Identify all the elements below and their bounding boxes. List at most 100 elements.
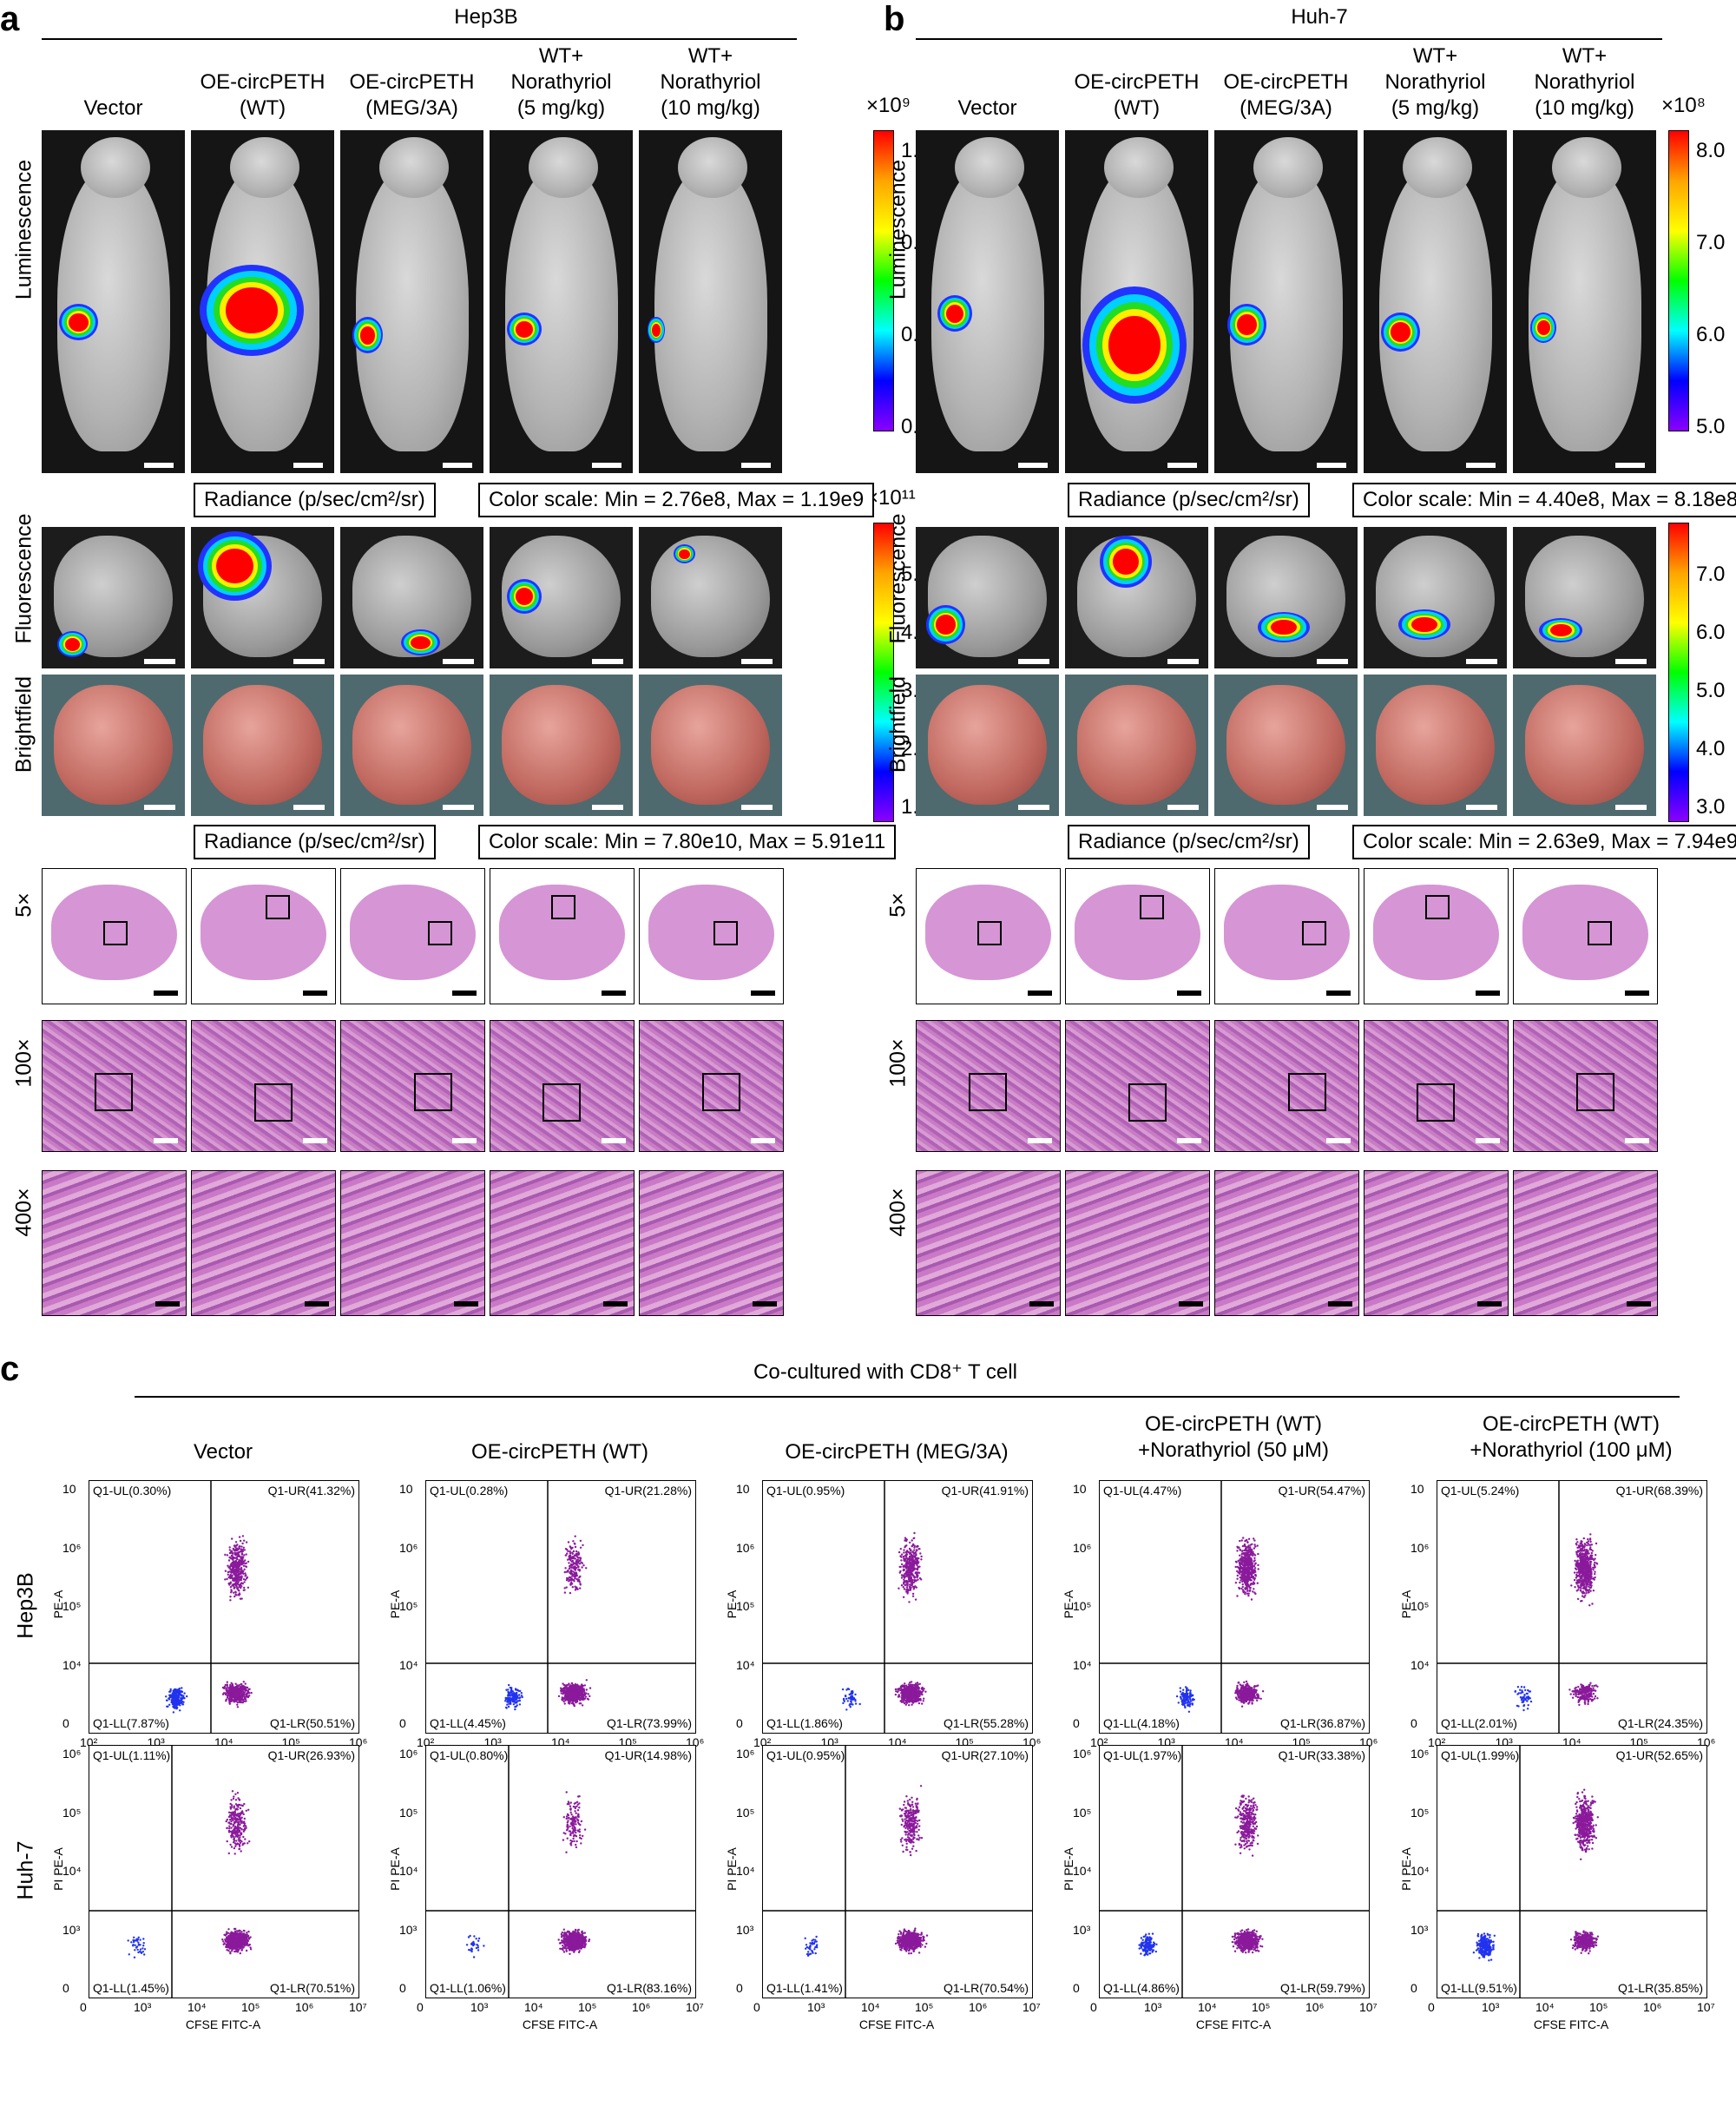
panel-c-ylabel-r1-1: PI PE-A	[388, 1847, 402, 1891]
panel-c-xlabel-r1-0: CFSE FITC-A	[185, 2017, 261, 2031]
panel_b-brightfield-image-4	[1513, 675, 1656, 816]
panel-c-cluster-lr-r1-0	[221, 1927, 253, 1955]
panel-c-flow-plot-r1-2: Q1-UL(0.95%) Q1-UR(27.10%) Q1-LL(1.41%) Q1-…	[762, 1745, 1033, 1998]
panel-c-flow-plot-r1-3: Q1-UL(1.97%) Q1-UR(33.38%) Q1-LL(4.86%) Q1-…	[1099, 1745, 1370, 1998]
panel-c-ytick-r1-0-0: 0	[62, 1981, 69, 1995]
panel_b-luminescence-image-2	[1214, 130, 1358, 473]
panel-c-quadrant-ul-r1-1: Q1-UL(0.80%)	[430, 1748, 509, 1762]
panel-c-ytick-r0-4-1: 10⁴	[1410, 1657, 1430, 1672]
panel_b-fluor-colorbar-tick-0: 7.0	[1696, 563, 1726, 586]
panel-c-cluster-ll-r0-4	[1514, 1686, 1533, 1712]
panel_b-condition-3-line-2: (5 mg/kg)	[1391, 96, 1480, 120]
panel_a-mouse-body-2	[356, 165, 469, 451]
panel_b-he5x-roi-0	[977, 921, 1002, 945]
panel-c-flow-plot-r1-4: Q1-UL(1.99%) Q1-UR(52.65%) Q1-LL(9.51%) Q1-…	[1437, 1745, 1707, 1998]
panel_b-brightfield-image-2	[1214, 675, 1358, 816]
panel-c-header: Co-cultured with CD8⁺ T cell	[753, 1360, 1017, 1384]
panel_b-condition-2-line-0: OE-circPETH	[1223, 70, 1349, 94]
panel_a-liver-gray-4	[651, 536, 770, 657]
panel_a-brightfield-image-1	[191, 675, 334, 816]
panel-c-quadrant-ll-r0-2: Q1-LL(1.86%)	[766, 1716, 843, 1730]
panel_b-mouse-head-3	[1403, 137, 1472, 198]
panel_a-fluor-scale-box: Color scale: Min = 7.80e10, Max = 5.91e1…	[478, 825, 897, 859]
panel-c-quadrant-lr-r1-2: Q1-LR(70.54%)	[943, 1981, 1029, 1995]
panel_b-he5x-roi-4	[1588, 921, 1612, 945]
panel-c-condition-3-line-1: +Norathyriol (50 μM)	[1138, 1438, 1329, 1462]
panel-c-ylabel-r0-1: PE-A	[388, 1590, 402, 1619]
panel-c-cluster-ur-r0-0	[224, 1535, 250, 1602]
panel_b-luminescence-image-4	[1513, 130, 1656, 473]
panel_a-lum-scalebar-0	[144, 463, 174, 468]
panel_b-fluorescence-image-3	[1364, 527, 1507, 668]
panel-c-xtick-r1-3-1: 10³	[1144, 2000, 1162, 2014]
panel_a-he5x-image-4	[639, 868, 784, 1004]
panel-c-ylabel-r0-4: PE-A	[1399, 1590, 1413, 1619]
panel_b-lum-colorbar	[1668, 130, 1689, 431]
panel-c-cluster-ur-r0-4	[1570, 1533, 1599, 1607]
panel-c-xtick-r1-2-1: 10³	[807, 2000, 825, 2014]
panel_a-he400x-scalebar-2	[454, 1301, 478, 1307]
panel-c-ytick-r0-0-2: 10⁵	[62, 1599, 82, 1613]
panel_a-he5x-tissue-4	[648, 885, 774, 980]
panel_a-luminescence-image-4	[639, 130, 782, 473]
panel_b-he100x-scalebar-3	[1476, 1138, 1500, 1143]
panel-c-flow-scatter-r1-3	[1100, 1746, 1369, 1998]
panel-c-condition-0: Vector	[54, 1439, 392, 1465]
panel-letter-a: a	[0, 0, 20, 38]
panel-c-xtick-r1-4-1: 10³	[1482, 2000, 1500, 2014]
panel_a-he5x-scalebar-4	[751, 991, 775, 996]
panel_b-he5x-roi-1	[1140, 895, 1164, 919]
panel_b-condition-1-line-1: (WT)	[1113, 96, 1161, 120]
panel_b-fluor-scalebar-3	[1466, 659, 1497, 664]
panel_a-fluor-scalebar-4	[741, 659, 773, 664]
panel_a-mouse-head-2	[379, 137, 449, 198]
panel_a-he100x-roi-1	[254, 1083, 293, 1122]
panel_b-brightfield-image-0	[916, 675, 1059, 816]
panel_b-condition-3-line-1: Norathyriol	[1384, 70, 1486, 94]
panel-c-xtick-r1-3-3: 10⁵	[1252, 2000, 1271, 2014]
panel-c-ytick-r0-3-1: 10⁴	[1073, 1657, 1092, 1672]
panel-c-xtick-r1-2-2: 10⁴	[861, 2000, 880, 2014]
panel-c-condition-0-line-0: Vector	[193, 1440, 253, 1464]
panel-c-flow-plot-r1-0: Q1-UL(1.11%) Q1-UR(26.93%) Q1-LL(1.45%) Q1-…	[89, 1745, 359, 1998]
panel-c-ytick-r1-1-0: 0	[399, 1981, 406, 1995]
panel_a-luminescence-image-1	[191, 130, 334, 473]
panel_b-he100x-scalebar-2	[1326, 1138, 1351, 1143]
panel_a-fluor-scalebar-3	[592, 659, 623, 664]
panel_a-he100x-image-4	[639, 1020, 784, 1152]
panel_b-fluor-colorbar-tick-3: 4.0	[1696, 737, 1726, 760]
panel_b-bf-scalebar-4	[1615, 805, 1647, 810]
panel_b-condition-3-line-0: WT+	[1412, 44, 1458, 68]
panel_b-fluorescence-image-1	[1065, 527, 1208, 668]
panel-c-rowlabel-0: Hep3B	[13, 1572, 38, 1639]
panel-c-ytick-r0-1-0: 0	[399, 1716, 406, 1730]
panel-c-xtick-r1-1-5: 10⁷	[686, 2000, 704, 2014]
panel-c-ytick-r1-3-2: 10⁴	[1073, 1864, 1092, 1878]
panel-c-cluster-lr-r0-0	[221, 1681, 253, 1708]
panel-c-quadrant-ll-r1-3: Q1-LL(4.86%)	[1103, 1981, 1180, 1995]
panel_a-rowlabel-bright: Brightfield	[11, 675, 36, 773]
panel_b-condition-3: WT+ Norathyriol (5 mg/kg)	[1360, 43, 1510, 122]
panel-c-quadrant-lr-r0-4: Q1-LR(24.35%)	[1617, 1716, 1703, 1730]
panel_a-mouse-head-4	[678, 137, 747, 198]
panel-c-ytick-r1-3-3: 10⁵	[1073, 1805, 1092, 1820]
panel-c-ytick-r1-2-4: 10⁶	[736, 1747, 755, 1761]
panel_b-he100x-scalebar-1	[1177, 1138, 1201, 1143]
panel-c-ytick-r0-1-4: 10	[399, 1482, 413, 1496]
panel_b-condition-4: WT+ Norathyriol (10 mg/kg)	[1509, 43, 1660, 122]
panel_b-he400x-image-1	[1065, 1170, 1210, 1316]
panel_a-fluor-signal-2-ring-4	[411, 635, 431, 649]
panel_a-condition-1: OE-circPETH (WT)	[187, 69, 338, 122]
panel_b-mouse-head-2	[1253, 137, 1323, 198]
panel_a-lum-signal-0-ring-4	[69, 313, 89, 332]
panel_b-he5x-image-0	[916, 868, 1061, 1004]
panel_a-fluor-scalebar-0	[144, 659, 175, 664]
panel_b-he400x-image-4	[1513, 1170, 1658, 1316]
panel_b-he100x-image-1	[1065, 1020, 1210, 1152]
panel_a-fluor-colorbar-exponent: ×10¹¹	[866, 486, 916, 510]
panel_b-he5x-tissue-2	[1224, 885, 1350, 980]
panel_a-he400x-scalebar-4	[753, 1301, 777, 1307]
panel-c-quadrant-ll-r0-0: Q1-LL(7.87%)	[93, 1716, 169, 1730]
panel_a-lum-colorbar-exponent: ×10⁹	[866, 94, 911, 117]
panel_a-mouse-head-0	[81, 137, 150, 198]
